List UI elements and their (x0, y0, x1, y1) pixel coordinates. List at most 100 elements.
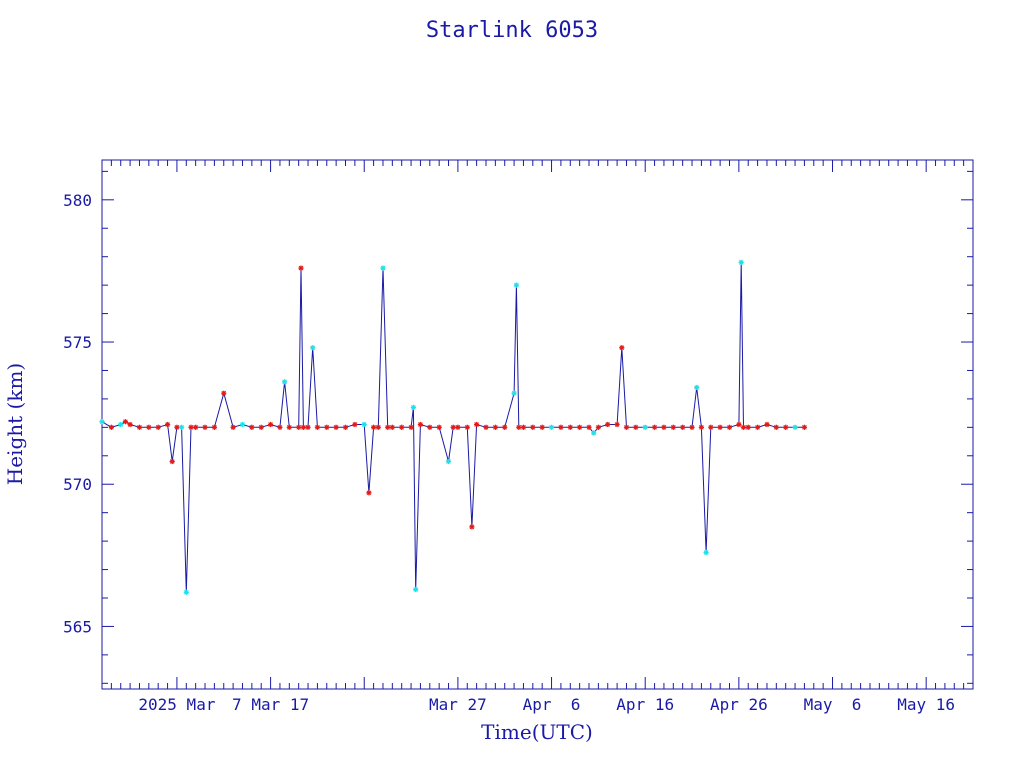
marker-stroke (521, 424, 526, 430)
data-point (736, 421, 742, 428)
data-point (183, 589, 189, 595)
marker-stroke (343, 424, 348, 430)
marker-stroke (277, 424, 283, 430)
data-point (310, 345, 316, 351)
marker-stroke (361, 422, 367, 427)
marker-stroke (408, 424, 414, 430)
data-point (483, 424, 489, 430)
data-point (282, 379, 288, 385)
data-point (108, 424, 115, 430)
data-point (773, 424, 779, 430)
marker-stroke (736, 422, 742, 427)
data-point (502, 424, 508, 430)
marker-stroke (624, 424, 629, 430)
marker-stroke (530, 424, 536, 430)
data-point (605, 421, 611, 428)
marker-stroke (380, 265, 386, 271)
data-point (188, 424, 194, 430)
marker-stroke (212, 424, 217, 430)
data-point (169, 458, 175, 465)
tick-labels-layer: 565 570 575 580 2025 Mar 7 Mar 17 Mar 27 Apr 6 A… (63, 191, 955, 714)
data-point (633, 424, 639, 430)
data-point (595, 424, 602, 430)
data-point (661, 424, 667, 430)
x-tick-label: 2025 Mar (138, 695, 215, 714)
marker-stroke (745, 424, 751, 430)
marker-stroke (738, 260, 744, 265)
data-point (469, 524, 475, 530)
marker-stroke (764, 422, 770, 427)
marker-stroke (165, 422, 170, 427)
data-point (614, 421, 620, 428)
data-point (268, 421, 274, 428)
marker-stroke (193, 424, 199, 430)
marker-stroke (371, 424, 376, 430)
marker-stroke (514, 282, 519, 288)
marker-stroke (614, 422, 620, 427)
data-point (764, 421, 770, 428)
marker-stroke (464, 424, 470, 430)
data-point (464, 424, 470, 430)
data-point (174, 424, 180, 430)
marker-stroke (282, 379, 287, 385)
data-point (410, 404, 416, 410)
x-tick-marks (101, 160, 974, 689)
marker-stroke (301, 424, 306, 430)
data-point (708, 424, 714, 430)
marker-stroke (652, 424, 657, 430)
data-point (366, 490, 372, 496)
data-point (689, 424, 695, 430)
data-point (380, 265, 386, 271)
marker-stroke (188, 424, 194, 430)
marker-stroke (642, 424, 648, 430)
plot-frame (101, 159, 974, 690)
y-tick-label: 565 (63, 617, 92, 636)
data-point (792, 424, 798, 430)
data-point (740, 424, 747, 430)
marker-stroke (802, 424, 807, 430)
x-tick-label: Apr 6 (523, 695, 581, 714)
data-point (567, 424, 573, 430)
marker-stroke (741, 424, 746, 430)
data-point (155, 424, 161, 430)
data-point (239, 421, 246, 428)
marker-stroke (436, 424, 442, 430)
y-tick-label: 570 (63, 475, 92, 494)
data-point (352, 421, 358, 428)
marker-stroke (127, 422, 133, 427)
marker-stroke (389, 424, 395, 430)
data-point (202, 424, 208, 430)
marker-stroke (202, 424, 208, 430)
data-point (450, 424, 456, 430)
data-point (193, 424, 199, 430)
marker-stroke (315, 424, 320, 430)
data-point (361, 421, 367, 428)
marker-stroke (230, 424, 236, 430)
data-point (745, 424, 751, 430)
data-point (754, 424, 761, 430)
marker-stroke (352, 422, 358, 427)
data-point (513, 282, 520, 288)
data-point (286, 424, 292, 430)
marker-stroke (183, 589, 189, 595)
y-tick-label: 575 (63, 333, 92, 352)
markers-layer (99, 259, 808, 595)
data-point (371, 424, 377, 430)
data-point (694, 384, 700, 391)
data-point (165, 421, 171, 428)
data-point (127, 421, 133, 428)
marker-stroke (411, 405, 416, 410)
marker-stroke (137, 424, 142, 430)
marker-stroke (591, 430, 597, 436)
marker-stroke (305, 424, 311, 430)
data-point (623, 424, 630, 430)
data-point (258, 424, 264, 430)
marker-stroke (399, 424, 405, 430)
marker-stroke (179, 424, 184, 430)
data-point (427, 424, 433, 430)
marker-stroke (123, 419, 128, 425)
data-point (296, 424, 302, 430)
marker-stroke (516, 424, 522, 430)
marker-stroke (511, 390, 517, 396)
data-point (591, 430, 597, 436)
